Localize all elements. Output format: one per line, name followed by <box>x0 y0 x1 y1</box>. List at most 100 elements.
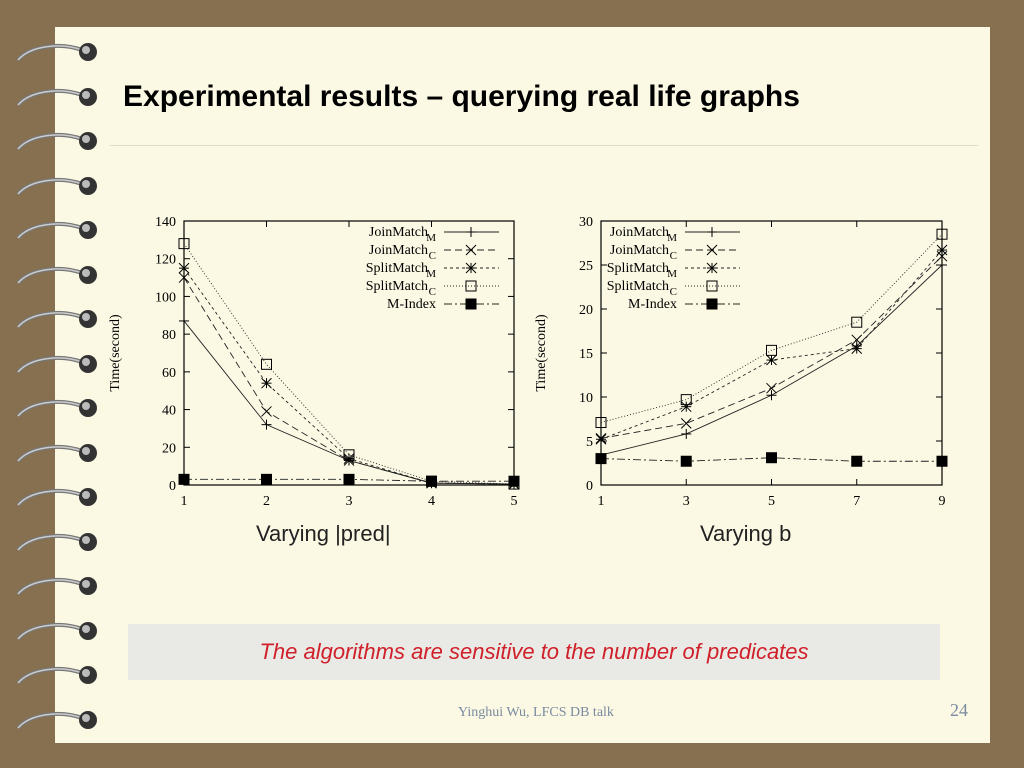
data-point <box>766 344 777 356</box>
legend-label: M-Index <box>387 297 436 312</box>
data-point <box>261 358 272 370</box>
y-tick-label: 0 <box>586 479 593 494</box>
data-point <box>680 455 692 467</box>
y-tick-label: 80 <box>162 328 176 343</box>
x-tick-label: 3 <box>346 494 353 509</box>
y-tick-label: 60 <box>162 366 176 381</box>
data-point <box>261 377 272 389</box>
y-tick-label: 20 <box>579 303 593 318</box>
data-point <box>595 433 607 445</box>
data-point <box>936 455 948 467</box>
plot-frame <box>183 220 515 486</box>
slide-page <box>55 27 990 743</box>
ring-icon <box>16 666 97 685</box>
data-point <box>178 238 190 250</box>
data-point <box>766 382 777 394</box>
x-tick-label: 5 <box>511 494 518 509</box>
x-tick-label: 2 <box>263 494 270 509</box>
legend-label: JoinMatch <box>369 243 428 258</box>
y-tick-label: 100 <box>155 290 176 305</box>
x-tick-label: 3 <box>683 494 690 509</box>
ring-icon <box>16 310 97 329</box>
x-tick-label: 4 <box>428 494 435 509</box>
data-point <box>178 473 190 485</box>
caption-box: The algorithms are sensitive to the numb… <box>128 624 940 680</box>
chart-varying-pred: 0 20 40 60 80 100 120 140 1 2 3 4 5 Time(second) JoinM… <box>108 215 520 509</box>
legend-label-subscript: M <box>426 232 436 244</box>
caption-text: The algorithms are sensitive to the numb… <box>259 639 809 664</box>
legend-label: JoinMatch <box>610 243 669 258</box>
data-point <box>179 315 189 326</box>
data-point <box>936 228 948 240</box>
data-point <box>178 262 190 274</box>
data-point <box>766 452 777 464</box>
ring-icon <box>16 354 97 373</box>
legend-marker <box>465 280 477 292</box>
data-point <box>851 455 863 467</box>
ring-icon <box>16 87 97 106</box>
data-point <box>343 453 355 464</box>
footer-text: Yinghui Wu, LFCS DB talk <box>458 705 614 720</box>
y-tick-label: 20 <box>162 441 176 456</box>
legend-label: SplitMatch <box>366 279 428 294</box>
legend-label-subscript: C <box>429 286 436 298</box>
y-tick-label: 5 <box>586 435 593 450</box>
ring-icon <box>16 43 97 62</box>
ring-icon <box>16 399 97 418</box>
legend-label-subscript: M <box>667 268 677 280</box>
page-number: 24 <box>950 700 968 720</box>
data-point <box>595 417 607 429</box>
data-point <box>851 343 863 354</box>
x-tick-label: 9 <box>939 494 946 509</box>
series-line-m-index <box>600 457 942 462</box>
legend-marker <box>466 227 476 237</box>
ring-icon <box>16 621 97 640</box>
data-point <box>681 428 692 439</box>
data-point <box>261 406 272 417</box>
ring-icon <box>16 577 97 596</box>
y-axis-label: Time(second) <box>534 314 549 392</box>
series-line-splitmatch-m <box>183 267 515 485</box>
legend-label: M-Index <box>628 297 677 312</box>
ring-icon <box>16 221 97 240</box>
x-tick-label: 1 <box>598 494 605 509</box>
y-tick-label: 140 <box>155 215 176 230</box>
series-line-splitmatch-c <box>600 233 943 423</box>
legend-label: JoinMatch <box>610 225 669 240</box>
legend-label-subscript: M <box>426 268 436 280</box>
series-line-joinmatch-c <box>183 277 515 485</box>
legend-marker <box>707 227 717 237</box>
legend-marker <box>706 262 718 274</box>
legend-label: SplitMatch <box>366 261 428 276</box>
ring-icon <box>16 532 97 551</box>
x-tick-label: 1 <box>181 494 188 509</box>
data-point <box>343 449 355 461</box>
data-point <box>261 473 272 485</box>
legend-marker <box>465 262 477 274</box>
series-line-splitmatch-c <box>183 243 515 485</box>
data-point <box>178 272 190 283</box>
data-point <box>343 473 355 485</box>
legend-label-subscript: C <box>429 250 436 262</box>
x-tick-label: 7 <box>853 494 860 509</box>
chart-1-xlabel: Varying |pred| <box>256 521 391 546</box>
legend-marker <box>465 298 477 310</box>
ring-icon <box>16 265 97 284</box>
x-tick-label: 5 <box>768 494 775 509</box>
legend-label: SplitMatch <box>607 261 669 276</box>
data-point <box>680 418 692 429</box>
ring-icon <box>16 443 97 462</box>
y-tick-label: 120 <box>155 253 176 268</box>
y-tick-label: 15 <box>579 347 593 362</box>
legend-marker <box>706 244 718 256</box>
legend-label-subscript: M <box>667 232 677 244</box>
legend-marker <box>706 298 718 310</box>
data-point <box>680 401 692 413</box>
legend-label: JoinMatch <box>369 225 428 240</box>
y-tick-label: 10 <box>579 391 593 406</box>
y-axis-label: Time(second) <box>108 314 123 392</box>
y-tick-label: 0 <box>169 479 176 494</box>
data-point <box>680 394 692 406</box>
legend-marker <box>465 244 477 256</box>
